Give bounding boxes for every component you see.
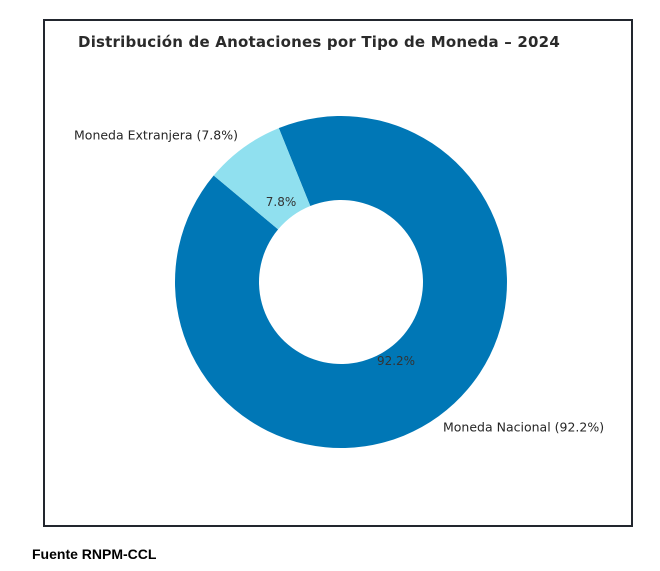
pie-slice-moneda-extranjera (213, 128, 311, 230)
source-note: Fuente RNPM-CCL (32, 546, 157, 562)
slice-pct-label-moneda-extranjera: 7.8% (265, 195, 297, 209)
donut-slices (174, 116, 507, 449)
slice-pct-label-moneda-nacional: 92.2% (376, 354, 416, 368)
slice-outer-label-moneda-nacional: Moneda Nacional (92.2%) (443, 419, 605, 435)
pie-slice-moneda-nacional (174, 116, 507, 449)
slice-outer-label-moneda-extranjera: Moneda Extranjera (7.8%) (74, 127, 238, 143)
chart-title: Distribución de Anotaciones por Tipo de … (78, 33, 560, 51)
